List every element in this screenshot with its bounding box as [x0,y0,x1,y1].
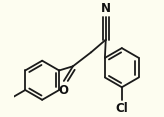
Text: N: N [101,2,111,15]
Text: O: O [59,84,69,97]
Text: Cl: Cl [115,102,128,115]
